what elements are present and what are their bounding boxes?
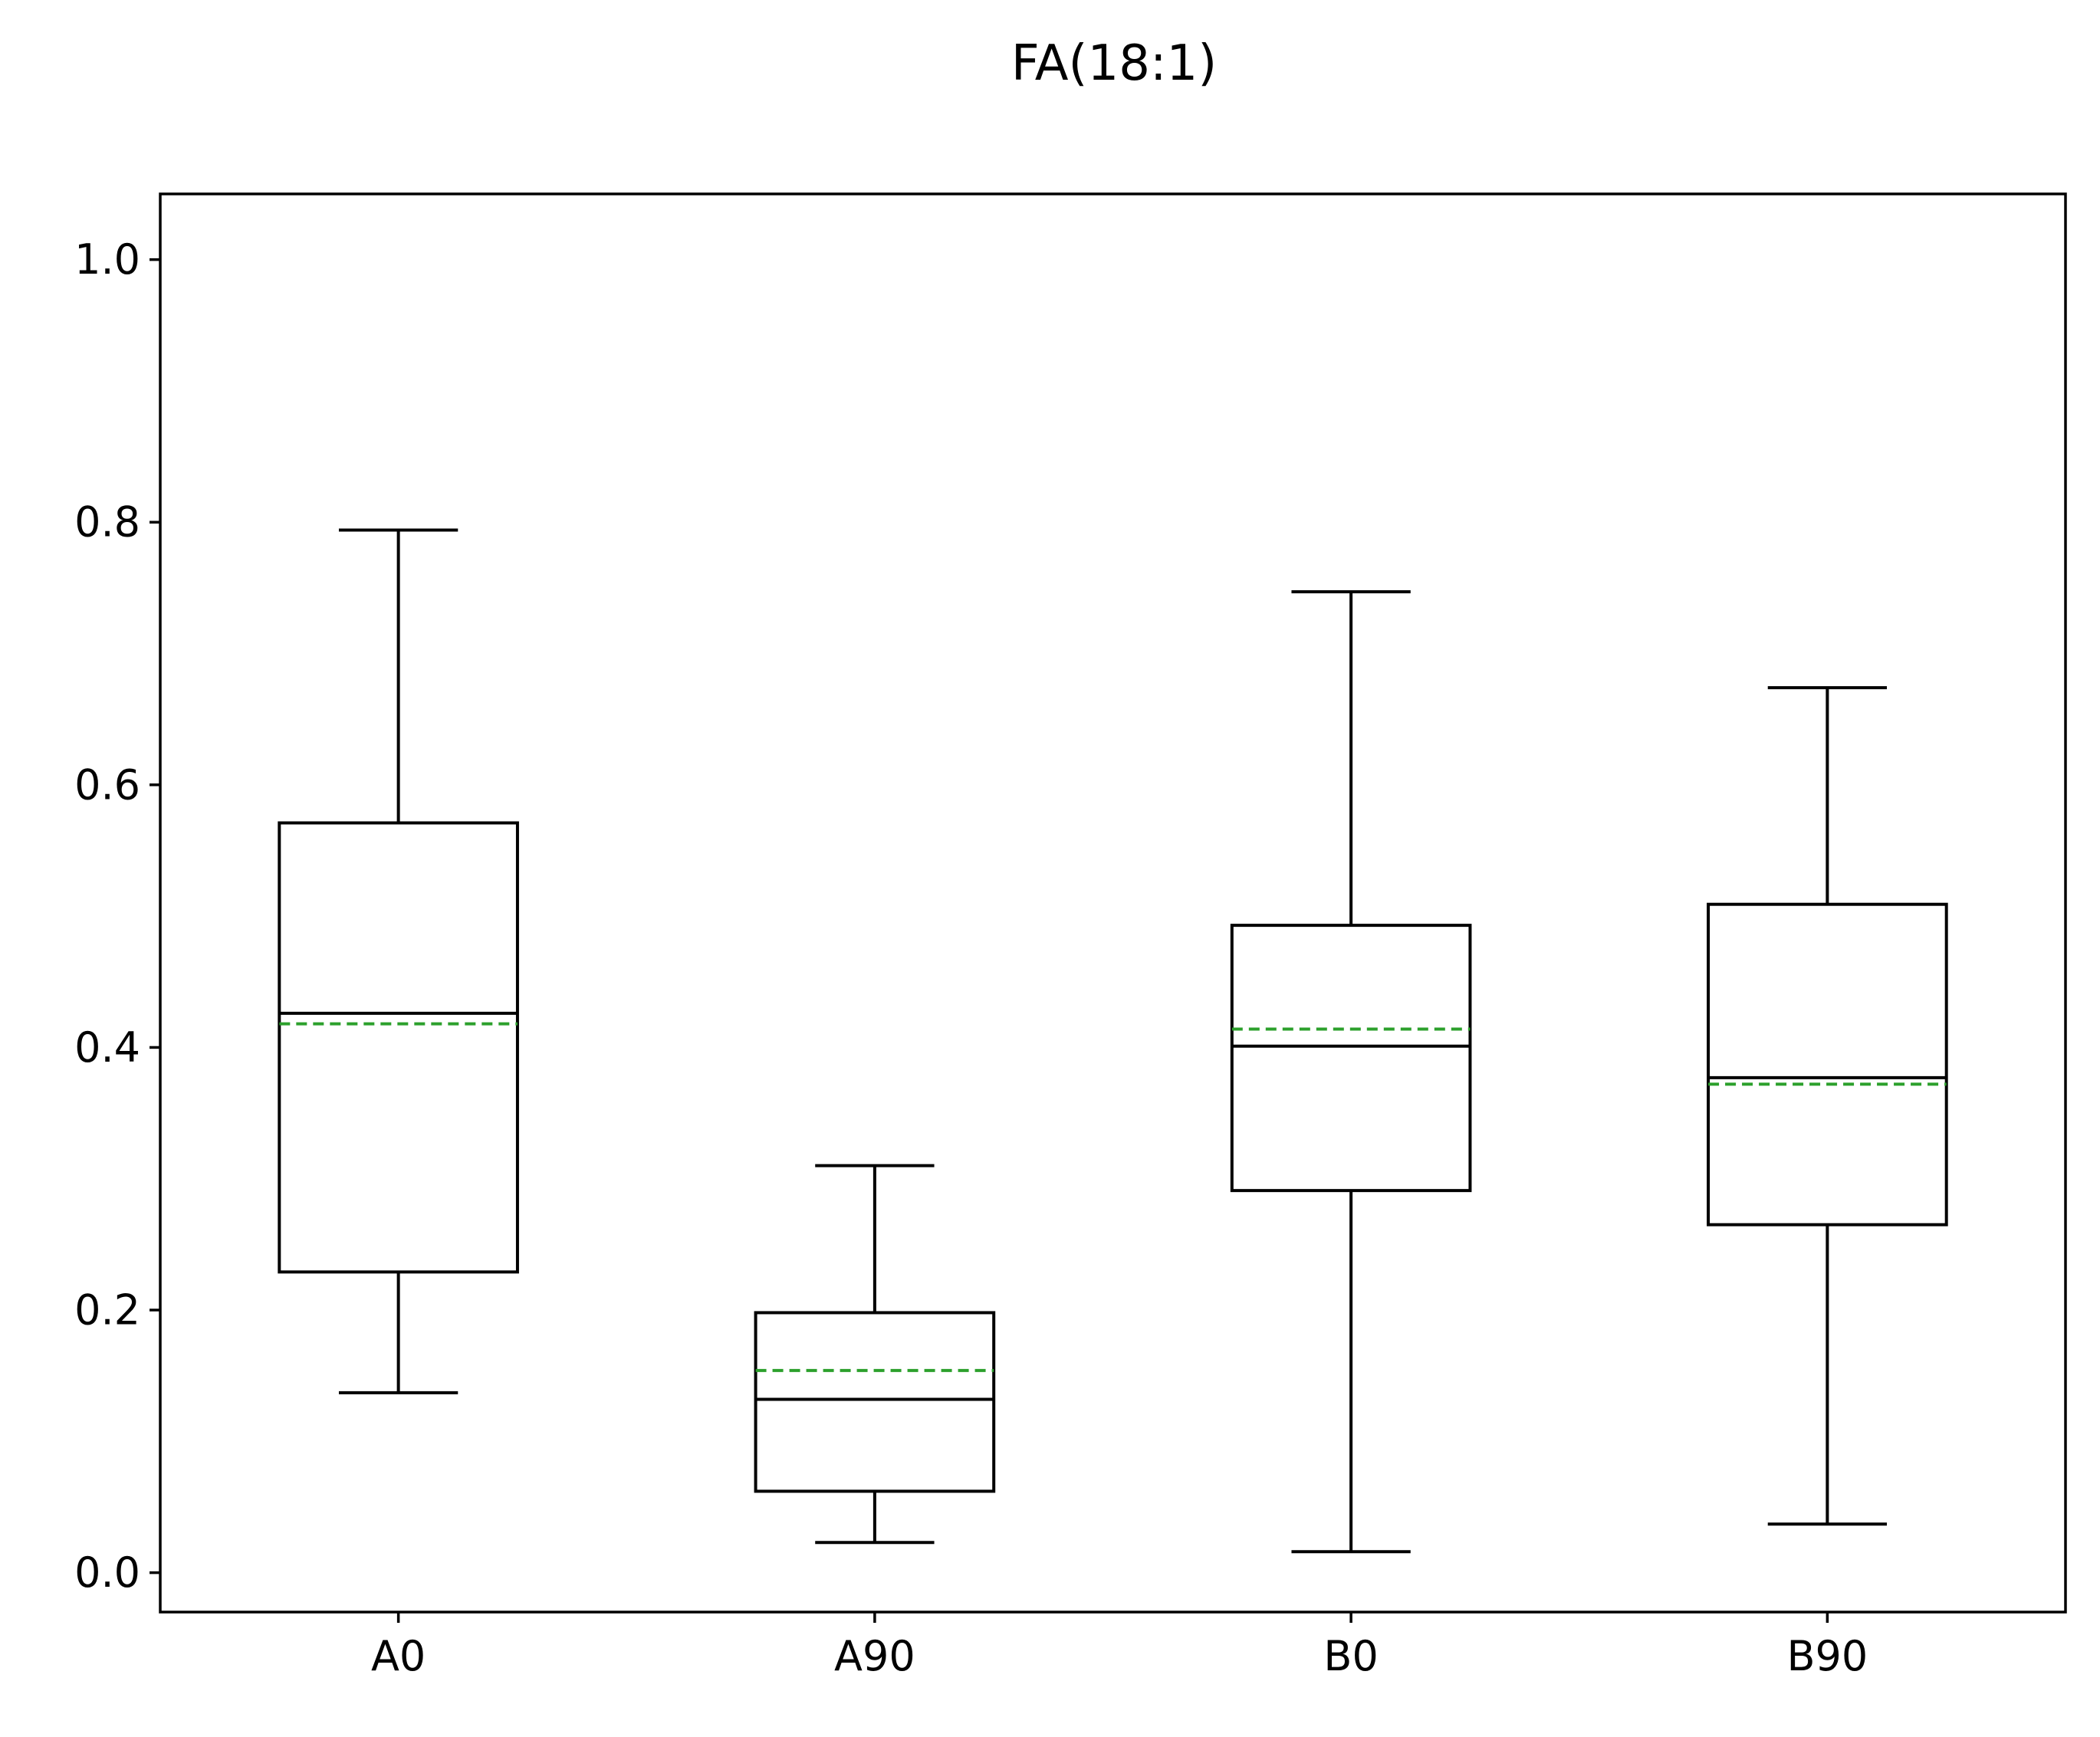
chart-title: FA(18:1) — [1011, 35, 1217, 92]
x-tick-label: A90 — [834, 1632, 915, 1680]
y-tick-label: 0.8 — [74, 498, 140, 547]
y-tick-label: 0.6 — [74, 760, 140, 809]
x-tick-label: A0 — [371, 1632, 426, 1680]
box-A90 — [754, 1311, 996, 1493]
y-tick-label: 0.0 — [74, 1548, 140, 1597]
box-B0 — [1230, 924, 1472, 1193]
x-tick-label: B0 — [1323, 1632, 1378, 1680]
y-tick-label: 1.0 — [74, 235, 140, 284]
plot-layer: 0.0 0.2 0.4 0.6 0.8 1.0 A0 A90 B0 B90 — [74, 235, 1948, 1680]
y-tick-label: 0.2 — [74, 1286, 140, 1335]
box-B90 — [1707, 902, 1948, 1226]
plot-area-frame — [159, 192, 2067, 1614]
box-A0 — [278, 821, 519, 1274]
x-tick-label: B90 — [1786, 1632, 1868, 1680]
y-tick-label: 0.4 — [74, 1023, 140, 1072]
